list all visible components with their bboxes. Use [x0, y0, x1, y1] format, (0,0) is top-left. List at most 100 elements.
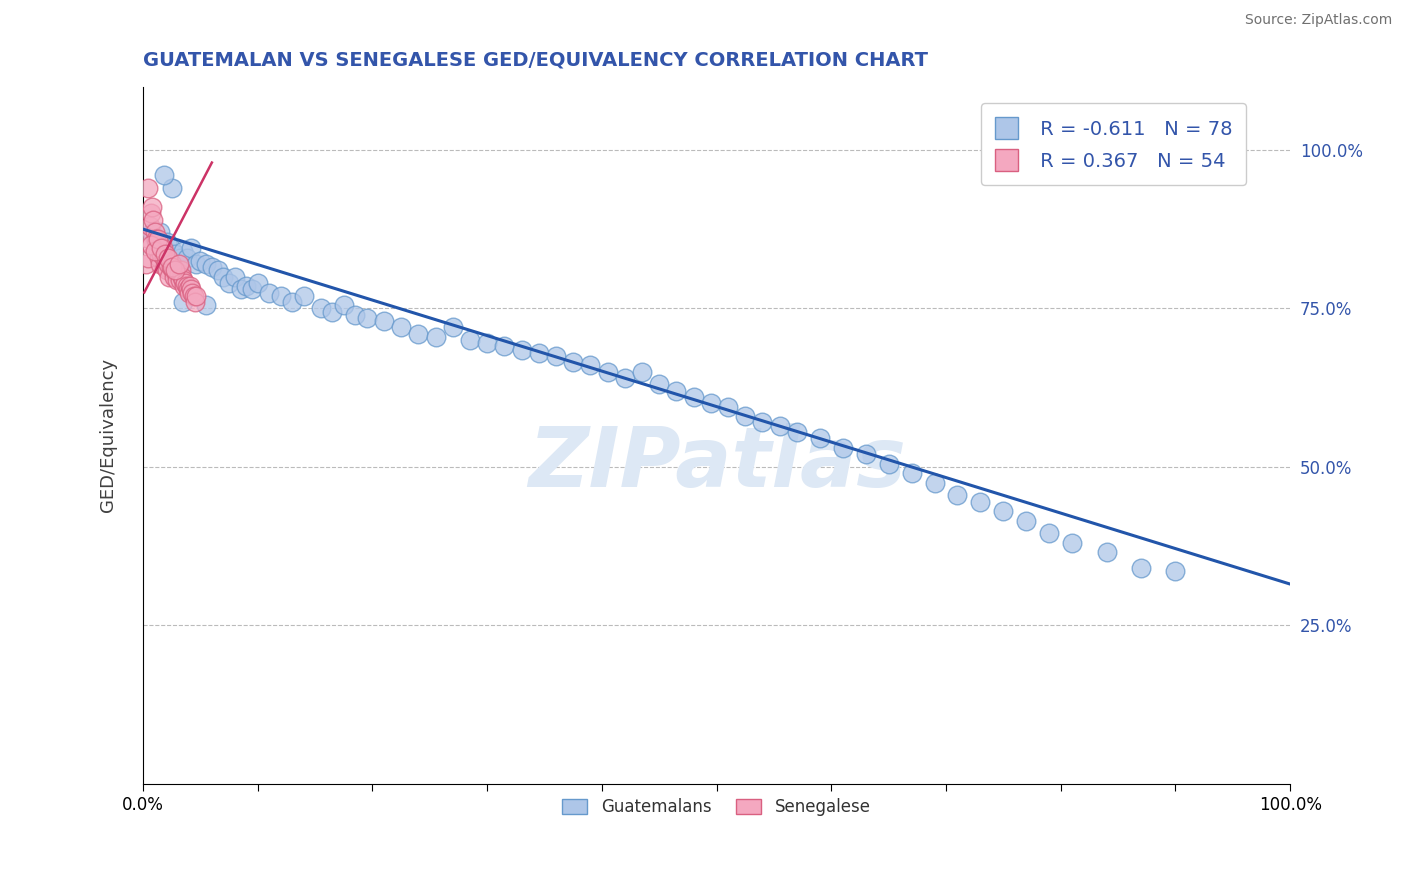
Point	[146, 235, 169, 249]
Point	[212, 269, 235, 284]
Point	[494, 339, 516, 353]
Point	[190, 253, 212, 268]
Point	[143, 225, 166, 239]
Text: Source: ZipAtlas.com: Source: ZipAtlas.com	[1244, 13, 1392, 28]
Y-axis label: GED/Equivalency: GED/Equivalency	[100, 358, 117, 512]
Point	[831, 441, 853, 455]
Point	[139, 219, 162, 233]
Point	[665, 384, 688, 398]
Point	[176, 251, 198, 265]
Point	[356, 310, 378, 325]
Point	[152, 251, 174, 265]
Point	[510, 343, 533, 357]
Point	[270, 288, 292, 302]
Point	[149, 225, 172, 239]
Point	[596, 365, 619, 379]
Point	[166, 273, 188, 287]
Point	[165, 263, 187, 277]
Point	[167, 267, 190, 281]
Point	[165, 247, 187, 261]
Point	[441, 320, 464, 334]
Point	[159, 269, 181, 284]
Point	[146, 235, 169, 249]
Point	[769, 418, 792, 433]
Point	[613, 371, 636, 385]
Point	[281, 295, 304, 310]
Point	[218, 276, 240, 290]
Point	[425, 330, 447, 344]
Point	[172, 295, 194, 310]
Point	[148, 251, 170, 265]
Point	[173, 279, 195, 293]
Point	[149, 257, 172, 271]
Point	[648, 377, 671, 392]
Point	[152, 168, 174, 182]
Point	[180, 241, 202, 255]
Point	[141, 200, 163, 214]
Point	[224, 269, 246, 284]
Point	[150, 241, 173, 255]
Point	[153, 247, 176, 261]
Point	[170, 263, 193, 277]
Text: GUATEMALAN VS SENEGALESE GED/EQUIVALENCY CORRELATION CHART: GUATEMALAN VS SENEGALESE GED/EQUIVALENCY…	[143, 51, 928, 70]
Point	[408, 326, 430, 341]
Point	[946, 488, 969, 502]
Point	[143, 232, 166, 246]
Point	[156, 263, 179, 277]
Point	[181, 285, 204, 300]
Point	[309, 301, 332, 316]
Point	[179, 279, 201, 293]
Point	[152, 241, 174, 255]
Point	[183, 288, 205, 302]
Point	[184, 288, 207, 302]
Point	[157, 257, 180, 271]
Point	[139, 238, 162, 252]
Point	[172, 244, 194, 259]
Point	[924, 475, 946, 490]
Point	[1062, 536, 1084, 550]
Point	[579, 359, 602, 373]
Point	[180, 282, 202, 296]
Point	[163, 269, 186, 284]
Legend: Guatemalans, Senegalese: Guatemalans, Senegalese	[554, 789, 879, 824]
Point	[155, 253, 177, 268]
Point	[160, 181, 183, 195]
Point	[153, 244, 176, 259]
Point	[160, 260, 183, 275]
Point	[146, 244, 169, 259]
Point	[135, 257, 157, 271]
Point	[207, 263, 229, 277]
Point	[235, 279, 257, 293]
Point	[157, 251, 180, 265]
Point	[344, 308, 367, 322]
Point	[143, 244, 166, 259]
Point	[333, 298, 356, 312]
Point	[139, 206, 162, 220]
Point	[174, 276, 197, 290]
Point	[136, 251, 159, 265]
Point	[969, 494, 991, 508]
Point	[257, 285, 280, 300]
Point	[170, 269, 193, 284]
Point	[786, 425, 808, 439]
Point	[142, 212, 165, 227]
Point	[1130, 561, 1153, 575]
Point	[993, 504, 1015, 518]
Point	[172, 273, 194, 287]
Point	[159, 241, 181, 255]
Point	[1095, 545, 1118, 559]
Text: ZIPatlas: ZIPatlas	[527, 423, 905, 503]
Point	[177, 282, 200, 296]
Point	[682, 390, 704, 404]
Point	[152, 238, 174, 252]
Point	[195, 257, 218, 271]
Point	[201, 260, 224, 275]
Point	[700, 396, 723, 410]
Point	[136, 181, 159, 195]
Point	[717, 400, 740, 414]
Point	[176, 279, 198, 293]
Point	[808, 431, 831, 445]
Point	[900, 466, 922, 480]
Point	[195, 298, 218, 312]
Point	[389, 320, 412, 334]
